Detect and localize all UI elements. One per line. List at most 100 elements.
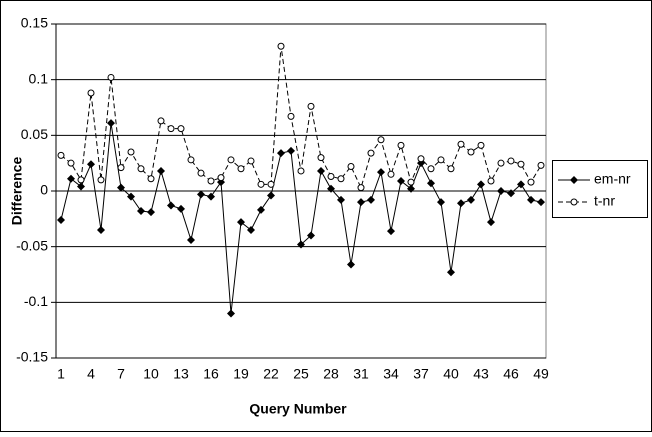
data-point (427, 179, 435, 188)
x-axis-title: Query Number (249, 401, 347, 417)
data-point (197, 190, 205, 199)
y-tick-label: 0.15 (21, 15, 48, 31)
data-point (377, 136, 385, 144)
data-point (187, 156, 195, 164)
data-point (107, 119, 115, 128)
data-point (367, 149, 375, 157)
data-point (247, 225, 255, 234)
x-tick-label: 16 (203, 366, 219, 382)
x-tick-label: 28 (323, 366, 339, 382)
data-point (287, 146, 295, 155)
data-point (147, 208, 155, 217)
data-point (147, 175, 155, 183)
data-point (397, 176, 405, 185)
data-point (527, 195, 535, 204)
data-point (327, 173, 335, 181)
data-point (517, 180, 525, 189)
data-point (157, 166, 165, 175)
legend-marker (570, 176, 578, 184)
data-point (117, 183, 125, 192)
data-point (297, 167, 305, 175)
data-point (137, 165, 145, 173)
y-axis-title: Difference (9, 157, 25, 226)
x-tick-label: 37 (413, 366, 429, 382)
x-tick-label: 19 (233, 366, 249, 382)
data-point (477, 141, 485, 149)
data-point (447, 268, 455, 277)
data-point (157, 117, 165, 125)
data-point (177, 125, 185, 133)
data-point (387, 227, 395, 236)
data-point (87, 160, 95, 169)
data-point (437, 156, 445, 164)
x-tick-label: 1 (57, 366, 65, 382)
data-point (417, 155, 425, 163)
data-point (497, 159, 505, 167)
data-point (427, 165, 435, 173)
x-tick-label: 31 (353, 366, 369, 382)
data-point (137, 207, 145, 216)
data-point (337, 175, 345, 183)
data-point (267, 180, 275, 188)
data-point (537, 198, 545, 207)
data-point (117, 164, 125, 172)
x-tick-label: 40 (443, 366, 459, 382)
x-tick-label: 22 (263, 366, 279, 382)
x-tick-label: 7 (117, 366, 125, 382)
data-point (447, 165, 455, 173)
data-point (247, 157, 255, 165)
data-point (127, 192, 135, 201)
data-point (67, 174, 75, 183)
data-point (57, 151, 65, 159)
data-point (307, 231, 315, 240)
x-tick-label: 4 (87, 366, 95, 382)
data-point (347, 260, 355, 269)
legend-label: em-nr (594, 171, 631, 187)
data-point (457, 199, 465, 208)
data-point (227, 309, 235, 318)
data-point (337, 195, 345, 204)
data-point (297, 240, 305, 249)
data-point (167, 125, 175, 133)
x-tick-label: 25 (293, 366, 309, 382)
data-point (307, 102, 315, 110)
data-point (57, 215, 65, 224)
data-point (317, 166, 325, 175)
data-point (457, 140, 465, 148)
data-point (107, 73, 115, 81)
data-point (237, 165, 245, 173)
y-tick-label: 0.05 (21, 126, 48, 142)
data-point (87, 89, 95, 97)
data-point (207, 192, 215, 201)
y-tick-label: -0.05 (16, 237, 48, 253)
data-point (467, 148, 475, 156)
data-point (67, 159, 75, 167)
data-point (397, 141, 405, 149)
x-tick-label: 43 (473, 366, 489, 382)
data-point (367, 195, 375, 204)
data-point (287, 112, 295, 120)
data-point (377, 168, 385, 177)
data-point (277, 42, 285, 50)
data-point (347, 163, 355, 171)
data-point (437, 198, 445, 207)
data-point (327, 184, 335, 193)
data-point (407, 184, 415, 193)
data-point (257, 205, 265, 214)
data-point (187, 235, 195, 244)
y-tick-label: -0.15 (16, 349, 48, 365)
data-point (537, 161, 545, 169)
data-point (237, 218, 245, 227)
data-point (357, 198, 365, 207)
x-tick-label: 10 (143, 366, 159, 382)
data-point (487, 177, 495, 185)
y-tick-label: 0 (40, 182, 48, 198)
data-point (267, 191, 275, 200)
data-point (467, 195, 475, 204)
data-point (277, 149, 285, 158)
data-point (487, 218, 495, 227)
legend-box (552, 160, 648, 218)
data-point (357, 184, 365, 192)
data-point (507, 189, 515, 198)
